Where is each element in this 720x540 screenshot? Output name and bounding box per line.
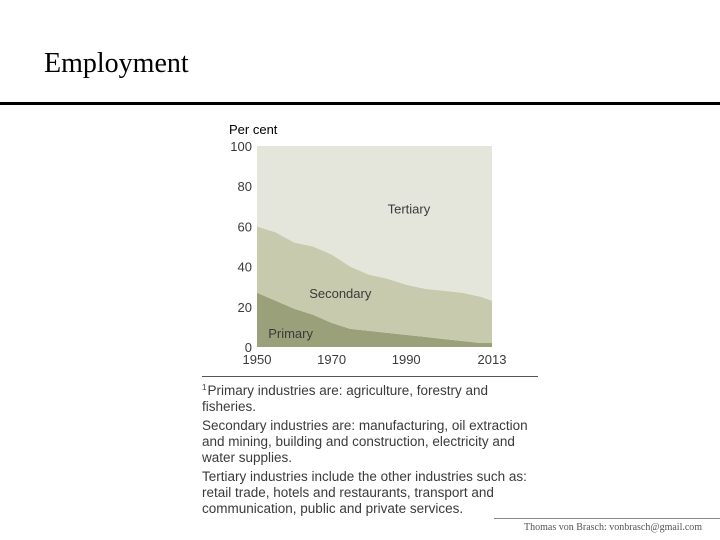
y-tick-label: 80	[238, 179, 252, 194]
footnote-marker: 1	[202, 383, 207, 392]
x-tick-label: 2013	[478, 352, 507, 367]
title-divider	[0, 102, 720, 105]
area-primary	[257, 292, 492, 347]
footnote-divider	[202, 376, 538, 377]
y-tick-label: 60	[238, 219, 252, 234]
slide-title: Employment	[44, 48, 189, 79]
footnotes: 1Primary industries are: agriculture, fo…	[202, 376, 538, 520]
footnote-tertiary: Tertiary industries include the other in…	[202, 469, 527, 516]
area-tertiary	[257, 146, 492, 301]
series-label-secondary: Secondary	[309, 286, 372, 301]
y-tick-label: 20	[238, 300, 252, 315]
x-tick-label: 1950	[243, 352, 272, 367]
series-label-primary: Primary	[268, 326, 313, 341]
x-tick-label: 1970	[317, 352, 346, 367]
y-tick-label: 100	[230, 139, 252, 154]
area-secondary	[257, 226, 492, 343]
x-tick-label: 1990	[392, 352, 421, 367]
footer-divider	[494, 518, 720, 519]
footnote-secondary: Secondary industries are: manufacturing,…	[202, 418, 528, 465]
y-tick-label: 40	[238, 260, 252, 275]
y-tick-label: 0	[245, 340, 252, 355]
y-axis-label: Per cent	[229, 122, 278, 137]
footnote-primary-text: Primary industries are: agriculture, for…	[202, 383, 489, 414]
footer-credit: Thomas von Brasch: vonbrasch@gmail.com	[524, 522, 703, 533]
footnote-primary: 1Primary industries are: agriculture, fo…	[202, 380, 538, 415]
series-label-tertiary: Tertiary	[388, 201, 431, 216]
